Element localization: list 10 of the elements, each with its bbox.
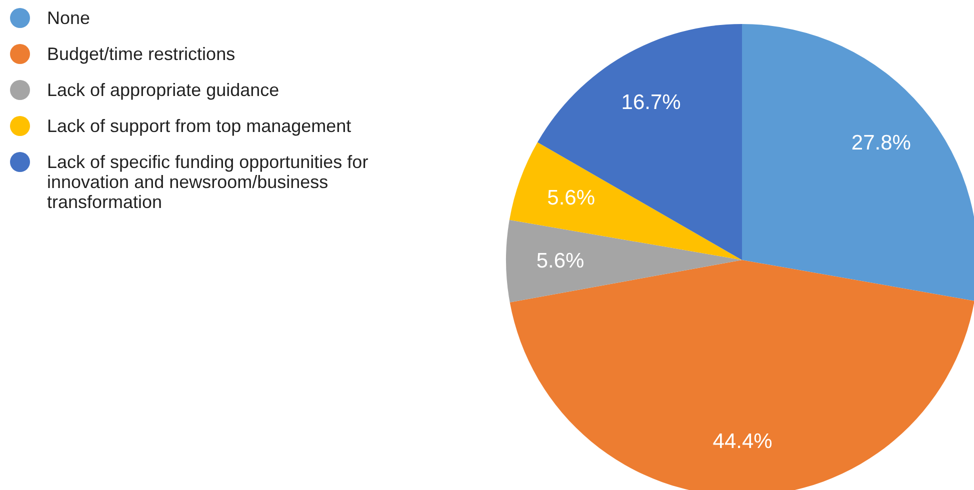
data-label: 16.7%	[621, 91, 681, 114]
data-label: 27.8%	[851, 132, 911, 155]
legend-label: Lack of specific funding opportunities for innovation and newsroom/business transformation	[47, 152, 370, 212]
legend-label: Budget/time restrictions	[47, 44, 236, 64]
legend-label: Lack of appropriate guidance	[47, 80, 280, 100]
legend-label: None	[47, 8, 90, 28]
data-label: 5.6%	[547, 186, 596, 210]
data-label: 44.4%	[712, 430, 772, 454]
data-label: 5.6%	[536, 249, 584, 272]
legend-label: Lack of support from top management	[47, 116, 352, 136]
